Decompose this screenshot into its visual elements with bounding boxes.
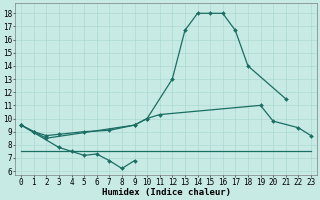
X-axis label: Humidex (Indice chaleur): Humidex (Indice chaleur)	[101, 188, 230, 197]
